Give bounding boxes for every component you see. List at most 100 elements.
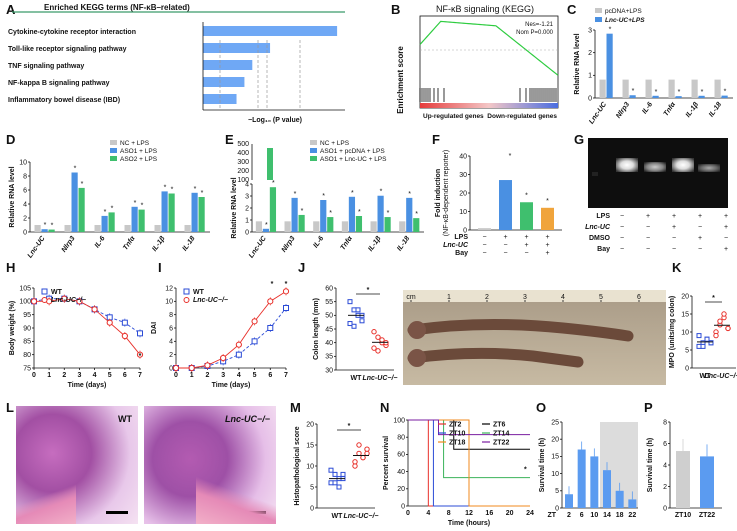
panel-l-left-label: WT [118, 414, 132, 424]
panel-e-bar [320, 200, 327, 232]
panel-p-y-tick-label: 6 [663, 441, 667, 448]
panel-e-y-tick-label-upper: 500 [237, 141, 249, 148]
panel-e-x-tick-label: Tnfα [339, 235, 354, 252]
panel-a-bar [203, 77, 245, 87]
panel-o-x-tick-label: 22 [628, 512, 636, 519]
panel-d-legend-label: ASO2 + LPS [120, 156, 158, 163]
panel-h-legend-ko: Lnc-UC−/− [51, 297, 86, 304]
panel-c-x-tick-label: IL-1β [685, 101, 701, 119]
panel-d-bar [108, 212, 115, 232]
panel-f-chart: 0 10 20 30 40 Fold induction (NF-κB-dependent … [435, 150, 562, 257]
panel-f-star-top: * [509, 153, 512, 160]
panel-h-x-tick-label: 6 [123, 372, 127, 379]
panel-p-y-tick-label: 2 [663, 484, 667, 491]
panel-f-bar [541, 207, 554, 230]
panel-m-y-tick-label: 10 [306, 463, 314, 470]
panel-e-star: * [301, 208, 304, 215]
panel-f-sign: − [482, 250, 486, 257]
panel-m-y-label: Histopathological score [294, 426, 301, 505]
panel-d-bar [124, 225, 131, 232]
panel-o-bar [603, 470, 611, 508]
panel-n-y-label: Percent survival [383, 436, 390, 490]
panel-i-y-label: DAI [151, 322, 158, 334]
panel-j-point-ko [379, 337, 385, 343]
panel-d-x-tick-label: IL-6 [94, 235, 107, 249]
panel-b-nes: Nes=-1.21 [525, 22, 554, 28]
panel-o-chart: 0 5 10 15 20 25 Survival time (h) ZT 2 6 10 14 18 22 [539, 419, 638, 519]
panel-d-x-tick-label: IL-1β [151, 235, 167, 253]
panel-l-right-label: Lnc-UC−/− [224, 414, 270, 424]
panel-g-sign: + [672, 224, 676, 231]
panel-d-y-tick-label: 0 [23, 229, 27, 236]
panel-o-y-tick-label: 20 [551, 437, 559, 444]
panel-d-star: * [194, 186, 197, 193]
panel-e-y-tick-label-upper: 100 [237, 177, 249, 184]
panel-e-legend-swatch [310, 148, 317, 153]
panel-n-y-tick-label: 60 [397, 452, 405, 459]
panel-i-star-2: * [285, 281, 288, 288]
panel-d-x-tick-label: Lnc-UC [27, 234, 48, 259]
panel-i-star-1: * [271, 281, 274, 288]
panel-label-a: A [6, 2, 16, 17]
panel-g-sign: − [646, 235, 650, 242]
panel-d-bar [78, 187, 85, 232]
panel-a-term-label: NF-kappa B signaling pathway [8, 80, 110, 87]
panel-e-bar [370, 221, 377, 232]
panel-c-bar [599, 79, 606, 98]
panel-d-x-tick-label: IL-18 [182, 235, 197, 252]
panel-d-y-tick-label: 8 [23, 173, 27, 180]
panel-j-point-wt [351, 307, 357, 313]
panel-c-star: * [655, 89, 658, 96]
panel-f-sign: − [503, 242, 507, 249]
panel-c-star: * [632, 88, 635, 95]
panel-d-bar [184, 225, 191, 232]
panel-g-sign: − [698, 224, 702, 231]
panel-d-x-tick-label: Tnfα [122, 235, 137, 252]
panel-k-y-tick-label: 10 [681, 329, 689, 336]
panel-o-x-tick-label: 6 [580, 512, 584, 519]
panel-k-y-tick-label: 20 [681, 293, 689, 300]
panel-k-point-ko [725, 325, 731, 332]
panel-i-line-wt [176, 307, 287, 369]
panel-e-y-tick-label-upper: 200 [237, 168, 249, 175]
panel-n-legend-label: ZT10 [449, 431, 465, 438]
panel-c-bar [629, 95, 636, 98]
panel-g-row-label: Lnc-UC [585, 224, 611, 231]
panel-k-group-label: Lnc-UC−/− [704, 373, 737, 380]
panel-m-chart: 0 5 10 15 20 Histopathological score WT Lnc-UC−… [294, 421, 379, 520]
panel-f-sign: − [482, 234, 486, 241]
panel-d-y-tick-label: 10 [19, 159, 27, 166]
panel-j-y-tick-label: 45 [325, 326, 333, 333]
panel-c-y-tick-label: 2 [588, 50, 592, 57]
panel-d-star: * [134, 200, 137, 207]
panel-e-y-tick-label: 0 [245, 229, 249, 236]
panel-d-star: * [81, 181, 84, 188]
panel-f-y-tick-label: 0 [463, 227, 467, 234]
panel-g-sign: − [620, 235, 624, 242]
panel-c-x-tick-label: Lnc-UC [588, 100, 609, 125]
panel-o-bar [628, 499, 637, 508]
panel-d-bar [64, 225, 71, 232]
panel-n-x-tick-label: 4 [426, 510, 430, 517]
panel-c-bar [714, 79, 721, 98]
panel-i-y-tick-label: 2 [169, 352, 173, 359]
panel-e-bar [291, 197, 298, 232]
panel-d-star: * [111, 205, 114, 212]
panel-label-p: P [644, 400, 653, 415]
panel-d-y-tick-label: 4 [23, 201, 27, 208]
panel-o-x-tick-label: 2 [567, 512, 571, 519]
panel-e-x-tick-label: IL-18 [396, 235, 411, 252]
panel-g-sign: + [724, 224, 728, 231]
panel-m-point-ko [352, 459, 358, 465]
panel-i-y-tick-label: 4 [169, 339, 173, 346]
panel-j-ruler-label: 2 [485, 294, 489, 301]
panel-j-y-tick-label: 30 [325, 367, 333, 374]
panel-m-point-ko [356, 442, 362, 448]
panel-b-nomp: Nom P=0.000 [516, 30, 554, 36]
panel-e-star: * [272, 180, 275, 187]
panel-c-legend-1: Lnc-UC+LPS [605, 17, 645, 24]
panel-c-bar [645, 79, 652, 98]
panel-e-star: * [358, 209, 361, 216]
